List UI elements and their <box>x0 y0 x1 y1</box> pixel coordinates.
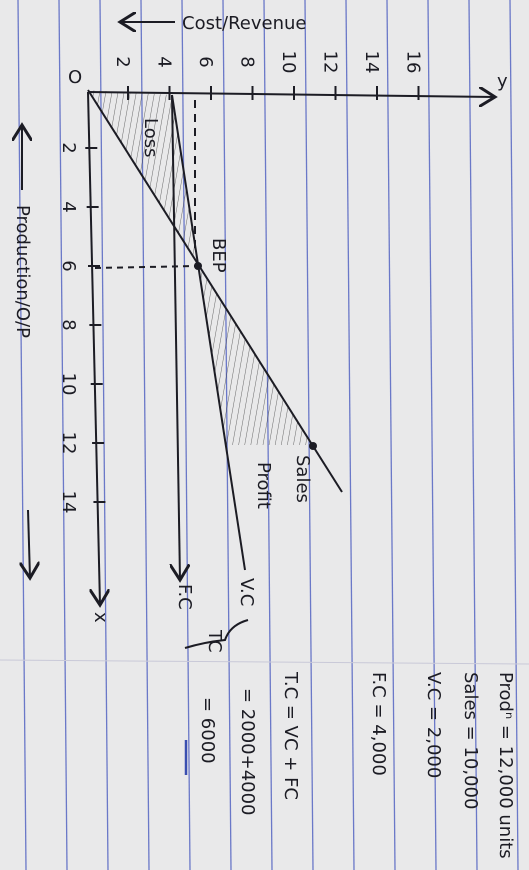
note-line: V.C = 2,000 <box>423 672 444 778</box>
sales-line <box>88 90 342 492</box>
cost-tick-label: 8 <box>237 56 258 67</box>
fc-label: F.C <box>174 584 195 610</box>
bep-point <box>194 262 202 270</box>
y-axis-label: Cost/Revenue <box>182 13 306 34</box>
note-line: T.C = VC + FC <box>280 671 301 800</box>
profit-label: Profit <box>253 462 274 509</box>
note-line: = 6000 <box>197 697 218 764</box>
notebook-page: Cost/Revenue O y x Production/O/P BEP Sa… <box>0 0 529 870</box>
note-line: = 2000+4000 <box>237 688 258 816</box>
cost-tick-label: 12 <box>320 51 341 74</box>
production-tick-label: 8 <box>58 319 79 330</box>
margin-line <box>0 660 529 664</box>
production-tick-label: 12 <box>58 432 79 455</box>
arrow <box>28 510 30 578</box>
vc-label: V.C <box>236 578 257 606</box>
sales-label: Sales <box>292 455 313 503</box>
origin-label: O <box>68 67 82 88</box>
rule-line <box>182 0 190 870</box>
cost-tick-label: 16 <box>403 51 424 74</box>
note-line: F.C = 4,000 <box>368 672 389 776</box>
production-tick-label: 6 <box>58 260 79 271</box>
notes: Prodⁿ = 12,000 units Sales = 10,000 V.C = … <box>197 671 516 859</box>
production-tick-label: 4 <box>58 201 79 212</box>
cost-tick-label: 4 <box>154 56 175 67</box>
production-tick-label: 14 <box>58 491 79 514</box>
production-tick-label: 10 <box>58 373 79 396</box>
rule-line <box>100 0 108 870</box>
note-line: Sales = 10,000 <box>460 672 481 809</box>
cost-tick-label: 10 <box>278 51 299 74</box>
x-letter: x <box>90 612 111 623</box>
cost-tick-label: 14 <box>361 51 382 74</box>
cost-tick-label: 2 <box>112 56 133 67</box>
note-line: Prodⁿ = 12,000 units <box>495 672 516 859</box>
sales-point <box>309 442 317 450</box>
y-letter: y <box>497 71 508 92</box>
production-axis <box>88 92 100 605</box>
production-tick-label: 2 <box>58 142 79 153</box>
loss-label: Loss <box>140 118 161 157</box>
tc-label: TC <box>204 629 225 653</box>
x-axis-label: Production/O/P <box>12 205 33 338</box>
rule-line <box>346 0 354 870</box>
cost-tick-label: 6 <box>195 56 216 67</box>
bep-dash <box>95 266 198 268</box>
bep-label: BEP <box>208 238 229 273</box>
